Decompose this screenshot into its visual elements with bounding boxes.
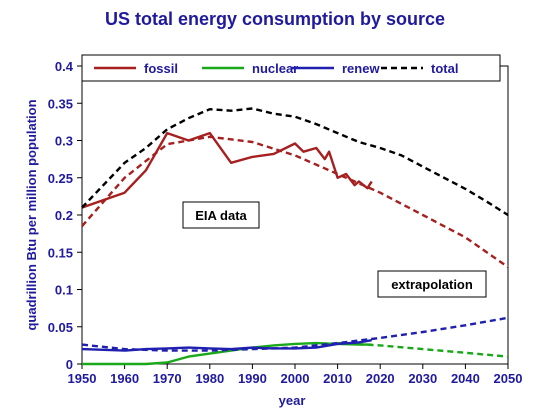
x-tick-label: 1950 — [68, 371, 97, 386]
y-tick-label: 0.35 — [48, 96, 73, 111]
series-line-renew-extrapolation — [81, 316, 509, 352]
y-tick-label: 0.1 — [55, 283, 73, 298]
plot-frame — [81, 65, 509, 365]
x-tick-label: 2010 — [323, 371, 352, 386]
annotation-box-extrapolation — [377, 270, 487, 298]
series-line-fossil-extrapolation — [81, 135, 509, 269]
x-tick-label: 1960 — [110, 371, 139, 386]
x-tick-label: 1970 — [153, 371, 182, 386]
y-tick-label: 0.3 — [55, 134, 73, 149]
annotation-extrapolation: extrapolation — [391, 277, 473, 292]
y-tick-label: 0.05 — [48, 320, 73, 335]
chart-title: US total energy consumption by source — [105, 9, 445, 29]
y-tick-label: 0.2 — [55, 208, 73, 223]
series-line-total — [81, 107, 509, 217]
legend-label-renew: renew — [342, 61, 380, 76]
legend-label-total: total — [431, 61, 458, 76]
annotation-box-eia — [182, 201, 260, 229]
x-axis-label: year — [279, 393, 306, 408]
x-tick-label: 2020 — [366, 371, 395, 386]
y-tick-label: 0.4 — [55, 59, 74, 74]
legend-label-fossil: fossil — [144, 61, 178, 76]
y-axis-label: quadrillion Btu per million population — [24, 99, 39, 330]
x-tick-label: 1980 — [195, 371, 224, 386]
legend-label-nuclear: nuclear — [252, 61, 298, 76]
x-tick-label: 2040 — [451, 371, 480, 386]
annotation-eia-data: EIA data — [195, 208, 247, 223]
x-tick-label: 2030 — [408, 371, 437, 386]
series-line-nuclear-extrapolation — [337, 341, 509, 358]
series-line-renew — [81, 339, 372, 352]
y-tick-label: 0.15 — [48, 245, 73, 260]
x-tick-label: 2000 — [281, 371, 310, 386]
plot-area: 1950 1960 1970 1980 1990 2000 2010 2020 2030 2040… — [48, 54, 523, 386]
x-tick-label: 1990 — [238, 371, 267, 386]
y-tick-label: 0 — [66, 357, 73, 372]
legend-box — [81, 54, 501, 82]
y-tick-label: 0.25 — [48, 171, 73, 186]
x-tick-label: 2050 — [494, 371, 523, 386]
